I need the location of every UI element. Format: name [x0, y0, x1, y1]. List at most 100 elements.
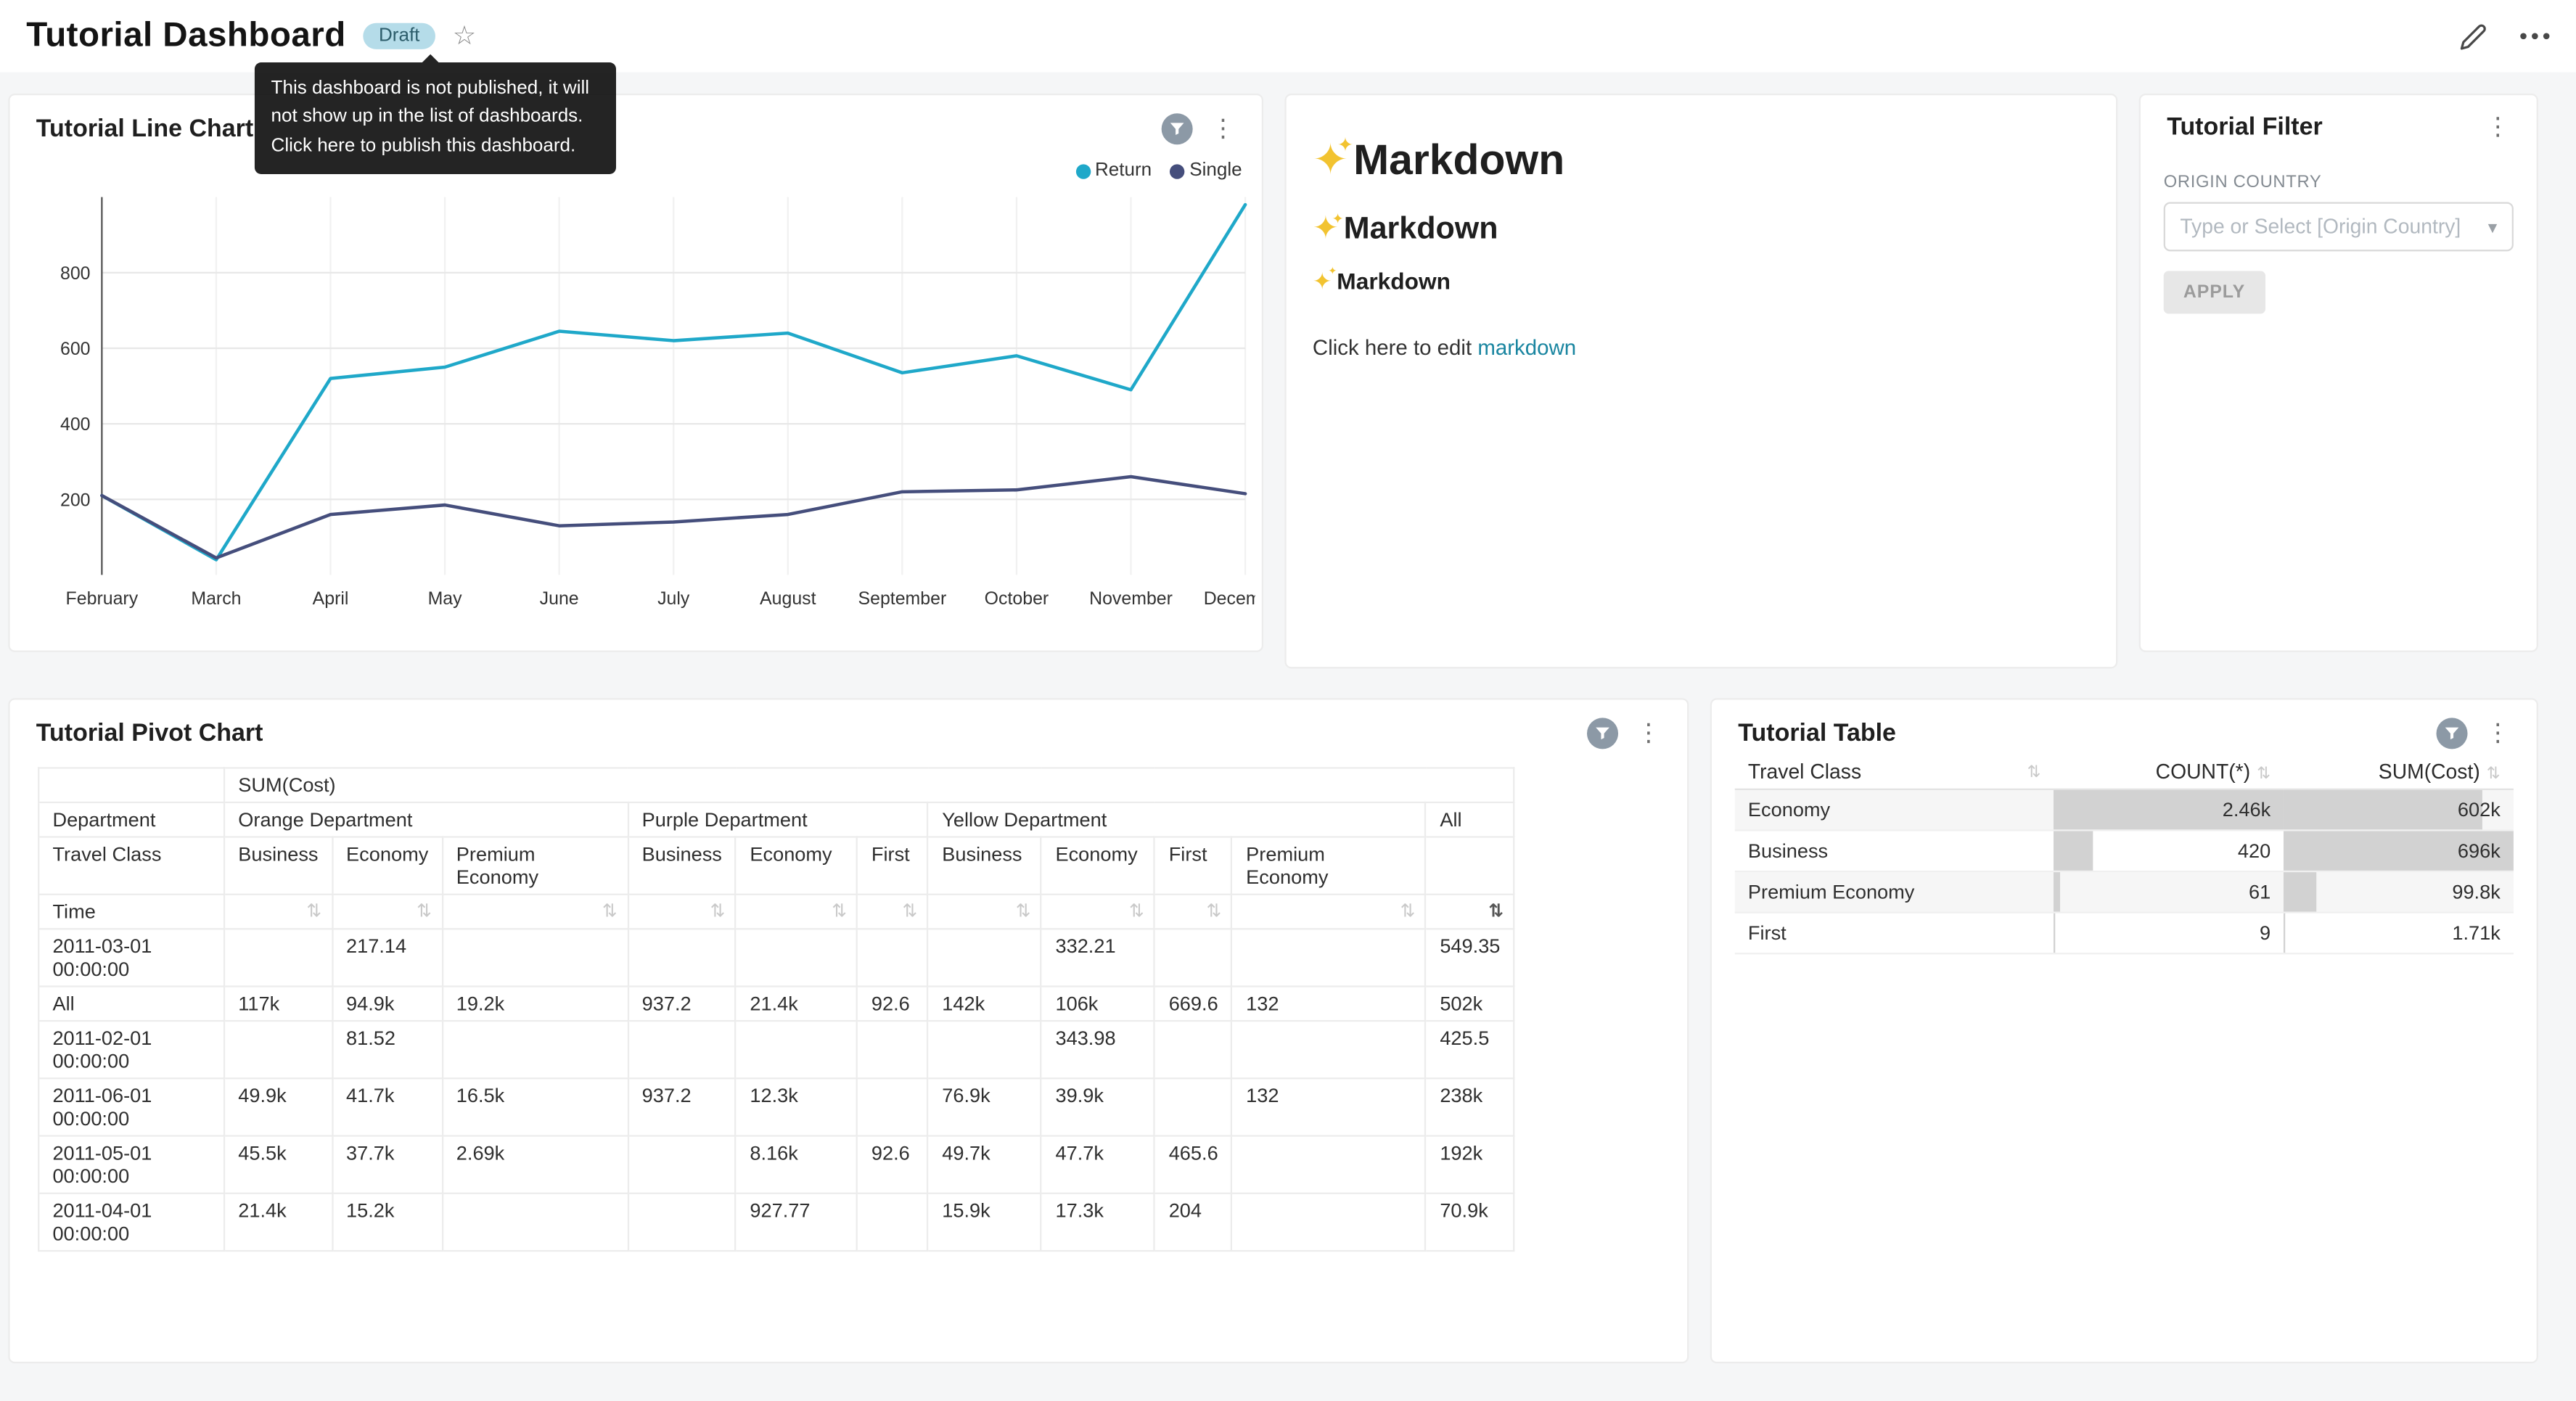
pivot-group-header: Yellow Department	[928, 802, 1426, 837]
pivot-cell: 204	[1154, 1193, 1231, 1251]
pivot-cell	[736, 929, 858, 986]
pivot-metric-header: SUM(Cost)	[224, 768, 1514, 802]
sort-icon[interactable]: ⇅	[1129, 902, 1144, 921]
tooltip-line: Click here to publish this dashboard.	[271, 132, 600, 160]
card-title: Tutorial Line Chart	[36, 115, 253, 142]
select-placeholder: Type or Select [Origin Country]	[2180, 215, 2461, 239]
cell-travel-class: Premium Economy	[1735, 871, 2054, 913]
chevron-down-icon: ▾	[2488, 216, 2498, 237]
table-card: Tutorial Table ⋮ Travel Class⇅COUNT(*)⇅S…	[1710, 698, 2538, 1363]
pivot-cell	[928, 1021, 1041, 1078]
legend-item-single[interactable]: Single	[1170, 161, 1242, 181]
pivot-row: 2011-02-01 00:00:0081.52343.98425.5	[38, 1021, 1514, 1078]
pivot-col-header: First	[858, 837, 928, 895]
more-menu-button[interactable]	[2520, 33, 2550, 39]
sort-icon[interactable]: ⇅	[1488, 902, 1504, 921]
kebab-menu-icon[interactable]: ⋮	[2482, 721, 2514, 746]
pivot-cell: 76.9k	[928, 1078, 1041, 1135]
edit-dashboard-button[interactable]	[2459, 22, 2487, 50]
sort-icon[interactable]: ⇅	[902, 902, 917, 921]
tooltip-line: This dashboard is not published, it will	[271, 75, 600, 104]
pivot-cell: 15.9k	[928, 1193, 1041, 1251]
sort-icon[interactable]: ⇅	[710, 902, 726, 921]
pivot-cell	[628, 1136, 736, 1193]
svg-text:November: November	[1089, 588, 1173, 609]
cell-travel-class: Business	[1735, 830, 2054, 871]
cross-filter-icon[interactable]	[1162, 113, 1193, 144]
cross-filter-icon[interactable]	[1587, 718, 1618, 749]
pivot-cell: 21.4k	[224, 1193, 332, 1251]
pivot-cell: 2.69k	[443, 1136, 628, 1193]
result-table: Travel Class⇅COUNT(*)⇅SUM(Cost)⇅Economy2…	[1735, 755, 2514, 954]
header-actions	[2459, 22, 2550, 50]
funnel-icon	[1593, 724, 1612, 742]
kebab-menu-icon[interactable]: ⋮	[1207, 117, 1239, 141]
pivot-cell	[1232, 1021, 1426, 1078]
svg-text:February: February	[66, 588, 139, 609]
pivot-cell: 41.7k	[332, 1078, 443, 1135]
pivot-card: Tutorial Pivot Chart ⋮ SUM(Cost)Departme…	[8, 698, 1689, 1363]
sort-icon[interactable]: ⇅	[1016, 902, 1031, 921]
pivot-cell	[858, 1078, 928, 1135]
sort-icon[interactable]: ⇅	[1400, 902, 1415, 921]
sort-icon[interactable]: ⇅	[832, 902, 847, 921]
sort-icon[interactable]: ⇅	[1206, 902, 1221, 921]
cross-filter-icon[interactable]	[2437, 718, 2468, 749]
markdown-h3: ✦Markdown	[1313, 268, 2090, 295]
filter-card: Tutorial Filter ⋮ ORIGIN COUNTRY Type or…	[2139, 94, 2538, 652]
pivot-cell	[443, 1193, 628, 1251]
pivot-row: 2011-03-01 00:00:00217.14332.21549.35	[38, 929, 1514, 986]
pivot-cell: 12.3k	[736, 1078, 858, 1135]
column-header-sum-cost-[interactable]: SUM(Cost)⇅	[2284, 755, 2514, 789]
line-chart-card: Tutorial Line Chart ⋮ ReturnSingle 20040…	[8, 94, 1263, 652]
pivot-col-header: Business	[224, 837, 332, 895]
sort-icon[interactable]: ⇅	[2487, 765, 2501, 784]
pivot-dept-label: Department	[38, 802, 224, 837]
pivot-cell: 502k	[1426, 987, 1514, 1022]
pivot-row: 2011-04-01 00:00:0021.4k15.2k927.7715.9k…	[38, 1193, 1514, 1251]
cell-metric: 61	[2054, 871, 2284, 913]
table-row[interactable]: Business420696k	[1735, 830, 2514, 871]
sparkles-icon: ✦	[1313, 212, 1339, 247]
table-row[interactable]: Premium Economy6199.8k	[1735, 871, 2514, 913]
svg-text:200: 200	[60, 490, 91, 510]
legend-dot	[1170, 163, 1184, 178]
kebab-menu-icon[interactable]: ⋮	[2482, 115, 2514, 139]
table-row[interactable]: Economy2.46k602k	[1735, 789, 2514, 831]
pivot-cell: 94.9k	[332, 987, 443, 1022]
origin-country-select[interactable]: Type or Select [Origin Country] ▾	[2164, 202, 2514, 251]
pivot-cell: 49.7k	[928, 1136, 1041, 1193]
legend-item-return[interactable]: Return	[1075, 161, 1152, 181]
pivot-cell: 92.6	[858, 987, 928, 1022]
sort-icon[interactable]: ⇅	[2027, 764, 2041, 782]
status-badge[interactable]: Draft	[362, 23, 436, 49]
table-row[interactable]: First91.71k	[1735, 913, 2514, 954]
pivot-cell: 21.4k	[736, 987, 858, 1022]
svg-text:August: August	[760, 588, 816, 609]
kebab-menu-icon[interactable]: ⋮	[1633, 721, 1664, 746]
pivot-col-header	[1426, 837, 1514, 895]
sort-icon[interactable]: ⇅	[417, 902, 432, 921]
apply-button[interactable]: APPLY	[2164, 271, 2265, 314]
pivot-cell: 19.2k	[443, 987, 628, 1022]
column-header-travel-class[interactable]: Travel Class⇅	[1735, 755, 2054, 789]
pivot-group-header: Purple Department	[628, 802, 928, 837]
pivot-cell: 39.9k	[1041, 1078, 1154, 1135]
sort-icon[interactable]: ⇅	[602, 902, 618, 921]
pivot-cell: 192k	[1426, 1136, 1514, 1193]
edit-markdown-link[interactable]: markdown	[1477, 335, 1576, 360]
column-header-count-[interactable]: COUNT(*)⇅	[2054, 755, 2284, 789]
pivot-cell: 549.35	[1426, 929, 1514, 986]
pivot-col-header: Business	[928, 837, 1041, 895]
pivot-cell: 15.2k	[332, 1193, 443, 1251]
pivot-col-header: Business	[628, 837, 736, 895]
pivot-cell	[1232, 1136, 1426, 1193]
pivot-cell	[858, 1193, 928, 1251]
pivot-row-label: All	[38, 987, 224, 1022]
pivot-cell	[1232, 1193, 1426, 1251]
cell-metric: 2.46k	[2054, 789, 2284, 831]
favorite-star-icon[interactable]: ☆	[453, 20, 476, 52]
pivot-cell: 132	[1232, 1078, 1426, 1135]
sort-icon[interactable]: ⇅	[2257, 765, 2271, 784]
sort-icon[interactable]: ⇅	[306, 902, 321, 921]
